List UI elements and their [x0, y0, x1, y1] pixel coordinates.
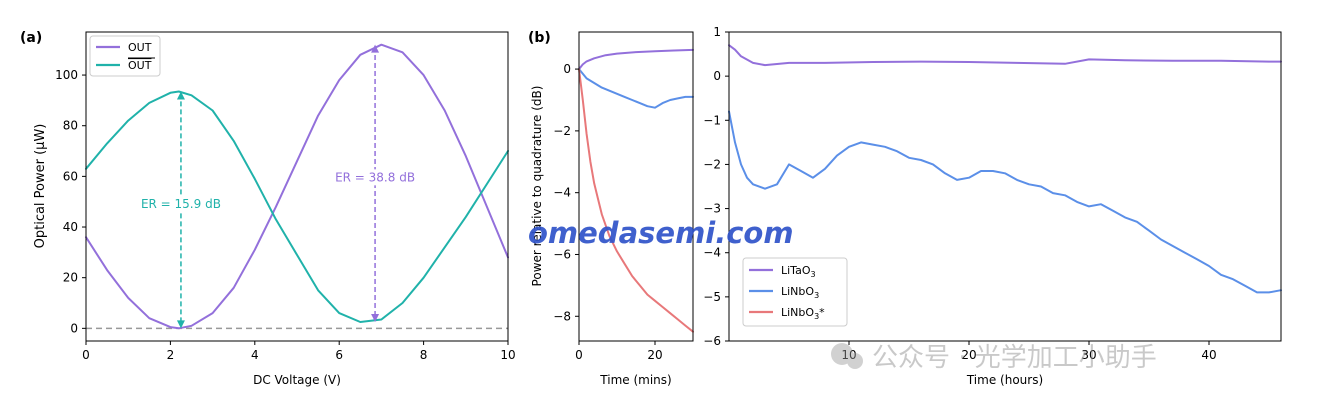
annotation-arrowhead-bottom-1: [371, 314, 380, 323]
chart-b-right-ytick-label-4: −3: [703, 202, 721, 216]
chart-b-right-legend-label-linbo3: LiNbO3: [781, 285, 819, 300]
wechat-icon: [831, 343, 853, 365]
chart-b-right-series-linbo3-1: [728, 110, 1282, 294]
chart-a-frame: [85, 31, 509, 342]
chart-a-ytick-label-5: 100: [55, 68, 78, 82]
chart-a-ylabel: Optical Power (μW): [33, 124, 48, 249]
chart-a-series-out-0: [85, 43, 509, 330]
chart-a-xtick-label-3: 6: [335, 348, 343, 362]
chart-b-right-ytick-label-2: −1: [703, 113, 721, 127]
annotation-arrowhead-bottom-0: [176, 320, 185, 329]
chart-b-right-xtick-label-1: 20: [961, 348, 976, 362]
chart-a-legend: OUT OUT: [89, 35, 161, 77]
chart-a-ytick-label-2: 40: [63, 220, 78, 234]
chart-b-right-legend-box: [742, 257, 848, 327]
chart-b-right-legend-label-litao3: LiTaO3: [781, 264, 816, 279]
annotation-arrowhead-top-1: [371, 44, 380, 53]
chart-b-left-series-linbo3-1: [578, 68, 694, 109]
chart-b-left-ytick-label-1: −2: [553, 124, 571, 138]
chart-a-xtick-label-2: 4: [251, 348, 259, 362]
chart-b-left-ylabel: Power relative to quadrature (dB): [530, 86, 544, 287]
wechat-watermark-text: 公众号 · 光学加工小助手: [872, 343, 1157, 373]
chart-a-ytick-label-1: 20: [63, 271, 78, 285]
chart-a-legend-label-out: OUT: [128, 41, 152, 54]
chart-b-left-series-linbo3--2: [578, 68, 694, 333]
chart-b-right-legend: LiTaO3 LiNbO3 LiNbO3*: [742, 257, 848, 327]
wechat-icon-bubble: [847, 353, 863, 369]
chart-b-left-ytick-label-0: 0: [563, 62, 571, 76]
annotation-label-0: ER = 15.9 dB: [141, 197, 221, 211]
chart-a-xtick-label-4: 8: [420, 348, 428, 362]
chart-b-right: 1020304010−1−2−3−4−5−6 Time (hours) LiTa…: [703, 25, 1282, 387]
chart-b-right-ytick-label-7: −6: [703, 334, 721, 348]
chart-b-left: 0 20 0 −2 −4 −6 −8 Time (mins) Power relative …: [530, 31, 694, 387]
chart-b-right-xtick-label-3: 40: [1201, 348, 1216, 362]
chart-b-left-xtick-label-1: 20: [647, 348, 662, 362]
annotation-arrowhead-top-0: [176, 91, 185, 100]
annotation-label-1: ER = 38.8 dB: [335, 170, 415, 184]
chart-a-ytick-label-3: 60: [63, 169, 78, 183]
chart-b-right-ytick-label-5: −4: [703, 246, 721, 260]
chart-b-right-xtick-label-0: 10: [841, 348, 856, 362]
chart-b-right-legend-label-linbo3-star: LiNbO3*: [781, 306, 825, 321]
chart-a-xtick-label-1: 2: [167, 348, 175, 362]
chart-b-right-series-litao3-0: [728, 44, 1282, 67]
chart-b-left-series-litao3-0: [578, 48, 694, 71]
chart-b-left-ytick-label-3: −6: [553, 247, 571, 261]
annotation-label-bg-1: [331, 169, 420, 186]
chart-b-left-frame: [578, 31, 694, 342]
chart-b-left-ytick-label-2: −4: [553, 186, 571, 200]
chart-a-series-out-1: [85, 90, 509, 323]
chart-b-right-xtick-label-2: 30: [1081, 348, 1096, 362]
chart-b-right-ytick-label-0: 1: [713, 25, 721, 39]
chart-b-right-ytick-label-1: 0: [713, 69, 721, 83]
chart-a-ytick-label-4: 80: [63, 119, 78, 133]
site-watermark: omedasemi.com: [528, 216, 794, 250]
chart-b-right-frame: [728, 31, 1282, 342]
chart-b-right-ytick-label-3: −2: [703, 157, 721, 171]
wechat-watermark: 公众号 · 光学加工小助手: [831, 343, 1157, 373]
chart-b-left-ytick-label-4: −8: [553, 309, 571, 323]
chart-a-xlabel: DC Voltage (V): [253, 373, 341, 387]
chart-a-xtick-label-0: 0: [82, 348, 90, 362]
chart-a-ytick-label-0: 0: [70, 321, 78, 335]
chart-a-xtick-label-5: 10: [500, 348, 515, 362]
chart-b-right-xlabel: Time (hours): [966, 373, 1043, 387]
chart-a-legend-label-outbar: OUT: [128, 59, 152, 72]
annotation-label-bg-0: [136, 195, 225, 212]
panel-a-label: (a): [20, 30, 42, 46]
chart-b-right-ytick-label-6: −5: [703, 290, 721, 304]
chart-b-left-xlabel: Time (mins): [599, 373, 671, 387]
panel-b-label: (b): [528, 30, 551, 46]
chart-b-left-xtick-label-0: 0: [575, 348, 583, 362]
